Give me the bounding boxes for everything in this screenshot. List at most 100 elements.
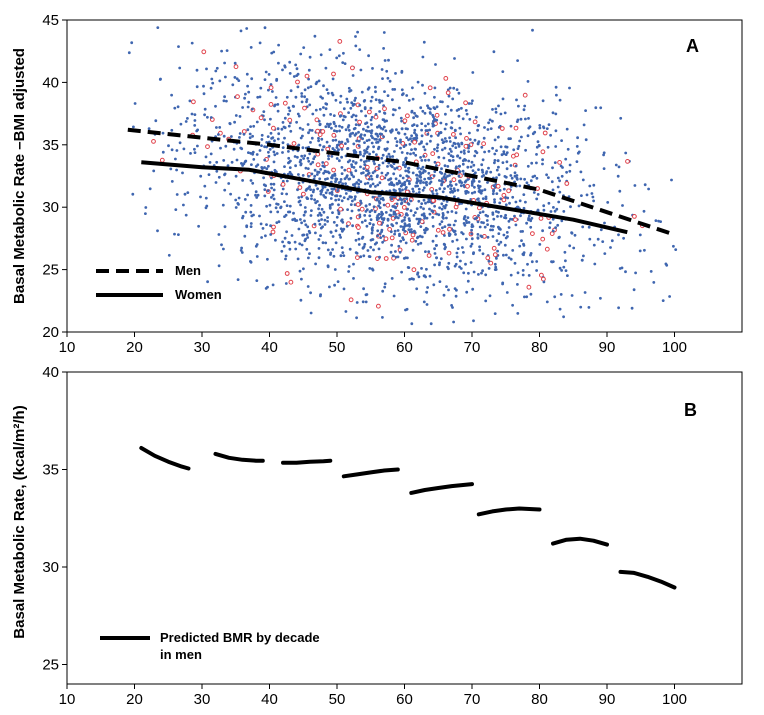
scatter-point	[445, 139, 448, 143]
scatter-point	[399, 146, 402, 150]
scatter-point	[322, 106, 325, 109]
scatter-point	[577, 150, 581, 154]
scatter-point-highlight	[530, 231, 535, 237]
scatter-point	[424, 124, 427, 128]
scatter-point	[251, 150, 255, 154]
scatter-point	[603, 221, 606, 225]
scatter-point	[224, 75, 227, 79]
scatter-point	[413, 229, 416, 233]
scatter-point	[443, 127, 447, 131]
scatter-point	[335, 157, 339, 160]
scatter-point-highlight	[513, 125, 519, 131]
scatter-point	[338, 233, 342, 237]
scatter-point	[452, 86, 456, 90]
scatter-point	[189, 152, 192, 155]
scatter-point	[371, 229, 374, 232]
scatter-point	[334, 198, 338, 202]
panel-b-letter: B	[684, 400, 697, 420]
scatter-point	[310, 129, 314, 132]
scatter-point-highlight	[451, 132, 456, 137]
scatter-point	[431, 124, 435, 128]
scatter-point	[240, 246, 244, 250]
scatter-point	[263, 78, 267, 81]
scatter-point	[242, 162, 246, 166]
scatter-point	[505, 151, 509, 155]
scatter-point	[334, 124, 338, 128]
scatter-point	[406, 207, 409, 211]
scatter-point	[326, 177, 329, 181]
scatter-point	[272, 188, 276, 192]
scatter-point-highlight	[323, 161, 329, 167]
scatter-point	[264, 234, 267, 238]
scatter-point	[505, 231, 509, 234]
scatter-point	[526, 262, 529, 266]
scatter-point	[298, 242, 302, 246]
scatter-point	[547, 201, 551, 205]
scatter-point	[459, 132, 462, 136]
scatter-point	[532, 191, 536, 194]
scatter-point	[222, 159, 226, 162]
scatter-point	[402, 226, 406, 230]
scatter-point	[292, 105, 295, 108]
scatter-point	[317, 238, 321, 241]
scatter-point	[337, 148, 340, 152]
scatter-point	[255, 243, 259, 246]
scatter-point	[339, 236, 342, 239]
scatter-point	[405, 94, 409, 97]
scatter-point	[269, 210, 273, 214]
scatter-point	[363, 107, 367, 111]
scatter-point	[423, 148, 427, 152]
scatter-point	[284, 254, 288, 258]
scatter-point	[453, 189, 457, 193]
scatter-point	[405, 174, 409, 178]
scatter-point	[335, 146, 339, 149]
scatter-point	[418, 171, 422, 174]
scatter-point	[494, 265, 498, 269]
scatter-point	[322, 113, 326, 117]
scatter-point	[379, 236, 383, 240]
scatter-point	[433, 252, 437, 255]
scatter-point	[314, 231, 317, 235]
scatter-point	[400, 119, 403, 123]
scatter-point	[321, 241, 325, 245]
scatter-point	[363, 182, 367, 186]
scatter-point	[390, 164, 394, 168]
scatter-point	[518, 244, 522, 248]
scatter-point	[417, 166, 420, 170]
scatter-point	[337, 181, 341, 185]
scatter-point	[369, 245, 373, 249]
scatter-point	[438, 170, 442, 174]
scatter-point	[196, 144, 199, 148]
scatter-point	[299, 218, 302, 221]
scatter-point	[359, 68, 363, 72]
scatter-point-highlight	[506, 188, 512, 194]
scatter-point	[175, 193, 179, 196]
scatter-point	[347, 86, 351, 90]
scatter-point	[302, 46, 306, 49]
scatter-point	[460, 106, 463, 110]
scatter-point	[342, 196, 346, 200]
scatter-point	[390, 197, 394, 201]
scatter-point	[479, 191, 483, 195]
scatter-point	[409, 228, 413, 231]
scatter-point	[418, 217, 422, 221]
scatter-point	[584, 109, 587, 112]
scatter-point	[538, 243, 542, 246]
scatter-point	[440, 207, 444, 211]
scatter-point	[326, 122, 329, 126]
scatter-point-highlight	[359, 206, 365, 212]
panel-a-x-tick-label: 20	[126, 339, 143, 356]
scatter-point	[250, 77, 254, 81]
scatter-point	[438, 206, 441, 210]
scatter-point	[499, 228, 502, 231]
scatter-point	[330, 126, 333, 130]
scatter-point	[454, 294, 458, 298]
scatter-point	[443, 234, 446, 237]
scatter-point	[447, 94, 451, 98]
scatter-point	[336, 189, 339, 193]
scatter-point-highlight	[297, 185, 303, 190]
scatter-point	[233, 76, 237, 79]
scatter-point	[377, 194, 381, 198]
scatter-point	[416, 272, 419, 276]
scatter-point	[281, 146, 285, 150]
